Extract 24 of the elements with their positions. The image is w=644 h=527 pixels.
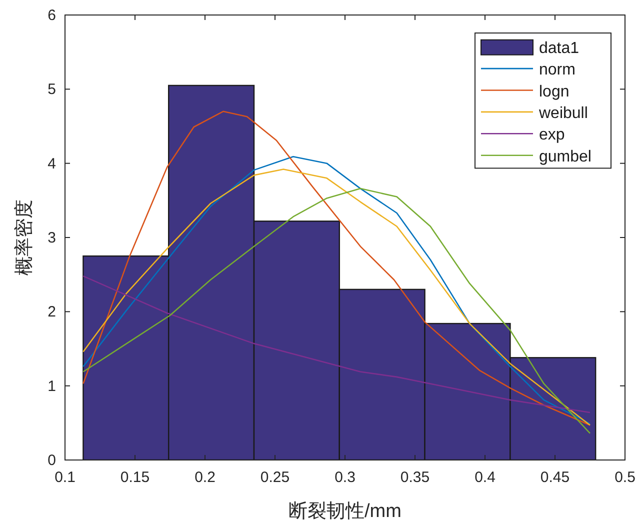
legend-label: logn [539, 83, 570, 100]
y-tick-label: 5 [48, 81, 56, 98]
x-tick-label: 0.4 [474, 469, 496, 486]
x-tick-label: 0.2 [194, 469, 216, 486]
x-tick-label: 0.45 [540, 469, 570, 486]
x-tick-label: 0.3 [334, 469, 356, 486]
x-tick-label: 0.5 [614, 469, 636, 486]
y-tick-label: 1 [48, 378, 56, 395]
x-tick-label: 0.25 [260, 469, 290, 486]
y-tick-label: 3 [48, 230, 56, 246]
x-tick-label: 0.15 [120, 469, 150, 486]
x-tick-label: 0.35 [400, 469, 430, 486]
y-tick-label: 0 [48, 452, 56, 469]
y-tick-label: 4 [48, 155, 56, 172]
legend-label: exp [539, 126, 565, 144]
legend-label: weibull [538, 104, 588, 122]
legend-label: data1 [539, 40, 580, 57]
x-tick-label: 0.1 [54, 469, 76, 486]
y-tick-label: 2 [48, 304, 56, 321]
y-axis-title: 概率密度 [13, 200, 35, 276]
x-axis-title: 断裂韧性/mm [288, 501, 402, 522]
legend-label: norm [539, 62, 576, 79]
y-tick-label: 6 [48, 7, 56, 24]
legend-label: gumbel [539, 148, 592, 166]
